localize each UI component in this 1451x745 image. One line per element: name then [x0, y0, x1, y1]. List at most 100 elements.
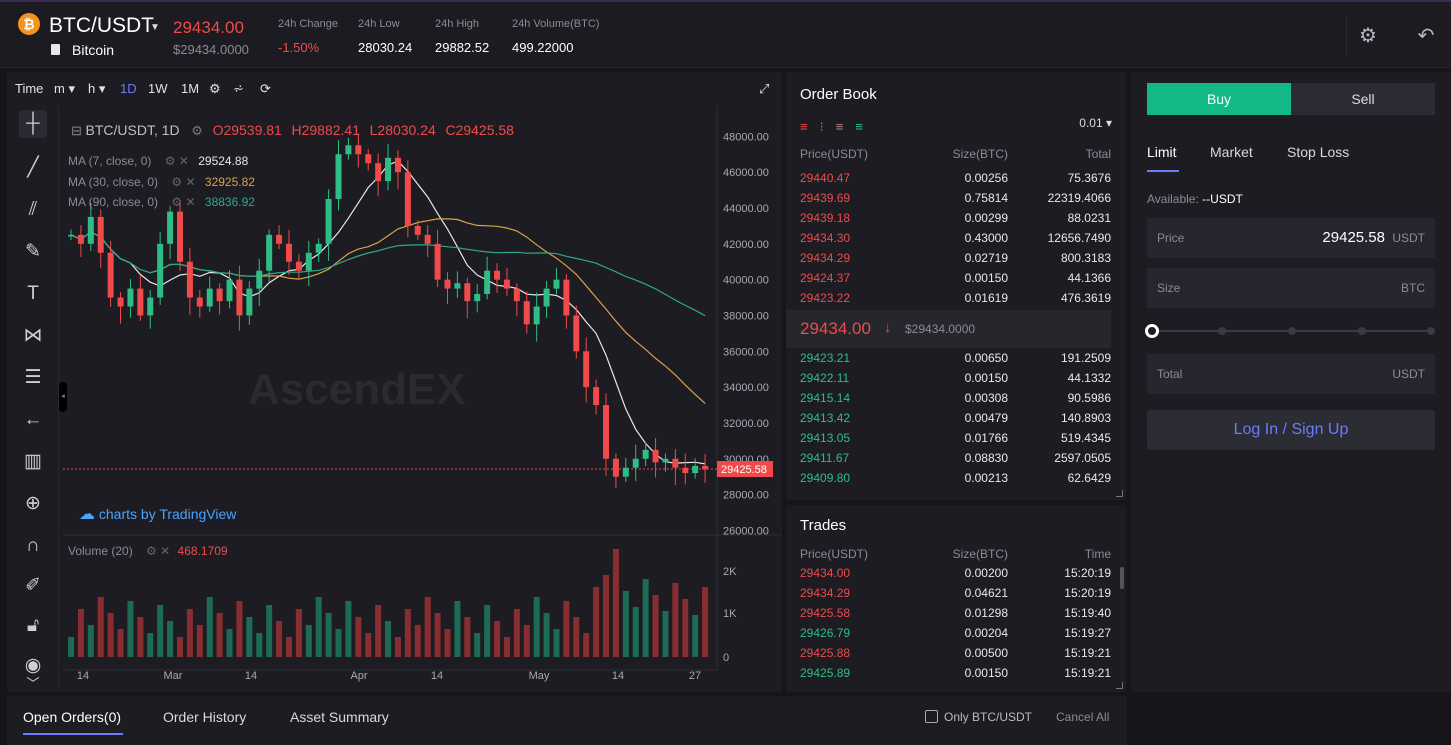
total-field[interactable]: Total USDT — [1147, 354, 1435, 394]
stat-label: 24h Low — [358, 18, 400, 30]
price-field[interactable]: Price 29425.58 USDT — [1147, 218, 1435, 258]
interval-1m[interactable]: 1M — [181, 81, 200, 96]
cancel-all-button[interactable]: Cancel All — [1056, 710, 1110, 724]
view-bids-icon[interactable]: ≡ — [855, 119, 875, 134]
toolbar-collapse-handle[interactable]: ◂ — [59, 382, 67, 412]
ask-row[interactable]: 29440.47 0.00256 75.3676 — [786, 168, 1126, 188]
scrollbar[interactable] — [1120, 567, 1124, 589]
resize-handle[interactable] — [1116, 490, 1123, 497]
volume-settings-icon[interactable]: ⚙ ✕ — [146, 544, 171, 558]
col-price: Price(USDT) — [800, 147, 868, 161]
pattern-icon[interactable]: ⋈ — [23, 325, 43, 346]
chart-settings-icon[interactable]: ⚙ — [209, 81, 221, 96]
volume-bar — [593, 587, 600, 657]
volume-bar — [583, 633, 590, 657]
bid-row[interactable]: 29422.11 0.00150 44.1332 — [786, 368, 1126, 388]
candle — [484, 270, 491, 294]
volume-bar — [87, 625, 94, 657]
bid-row[interactable]: 29413.42 0.00479 140.8903 — [786, 408, 1126, 428]
candle — [652, 449, 659, 463]
ma7-legend: MA (7, close, 0) ⚙ ✕ 29524.88 — [68, 154, 248, 168]
text-icon[interactable]: T — [27, 283, 39, 304]
login-signup-button[interactable]: Log In / Sign Up — [1147, 410, 1435, 450]
size-field[interactable]: Size BTC — [1147, 268, 1435, 308]
volume-bar — [404, 609, 411, 657]
candle — [276, 234, 283, 244]
precision-value: 0.01 — [1079, 116, 1103, 130]
fib-icon[interactable]: ⫽ — [28, 199, 38, 220]
bid-row[interactable]: 29411.67 0.08830 2597.0505 — [786, 448, 1126, 468]
bid-total: 519.4345 — [1060, 431, 1111, 445]
interval-1w[interactable]: 1W — [148, 81, 168, 96]
view-asks-icon[interactable]: ≡ — [835, 119, 856, 134]
tab-order-history[interactable]: Order History — [163, 709, 247, 725]
candle — [226, 279, 233, 302]
legend-open: O29539.81 — [212, 122, 282, 138]
magnet-icon[interactable]: ∩ — [26, 535, 40, 556]
indicators-icon[interactable]: ⩫ — [233, 81, 244, 96]
ask-row[interactable]: 29434.30 0.43000 12656.7490 — [786, 228, 1126, 248]
ma-settings-icon[interactable]: ⚙ ✕ — [164, 154, 189, 168]
arrow-icon[interactable]: ← — [23, 409, 43, 430]
tradingview-link[interactable]: ☁ charts by TradingView — [79, 504, 236, 524]
back-icon[interactable]: ↶ — [1417, 25, 1435, 47]
bid-size: 0.08830 — [964, 451, 1008, 465]
eye-icon[interactable]: ◉ — [24, 655, 42, 676]
gear-icon[interactable]: ⚙ — [1359, 25, 1377, 47]
slider-step[interactable] — [1358, 327, 1366, 335]
resize-handle[interactable] — [1116, 682, 1123, 689]
unlock-icon[interactable]: 🔓︎ — [26, 615, 40, 636]
ma-settings-icon[interactable]: ⚙ ✕ — [171, 175, 196, 189]
interval-hours[interactable]: h ▾ — [88, 81, 106, 96]
ask-row[interactable]: 29439.18 0.00299 88.0231 — [786, 208, 1126, 228]
ask-row[interactable]: 29434.29 0.02719 800.3183 — [786, 248, 1126, 268]
legend-settings-icon[interactable]: ⚙ — [191, 123, 203, 138]
chevron-down-icon[interactable]: ﹀ — [26, 676, 40, 691]
lock-drawing-icon[interactable]: ✐ — [25, 575, 41, 596]
tab-stop-loss[interactable]: Stop Loss — [1287, 144, 1350, 160]
slider-step[interactable] — [1218, 327, 1226, 335]
trendline-icon[interactable]: ╱ — [27, 157, 39, 178]
volume-bar — [246, 617, 253, 657]
ask-row[interactable]: 29423.22 0.01619 476.3619 — [786, 288, 1126, 308]
interval-minutes[interactable]: m ▾ — [54, 81, 75, 96]
fullscreen-icon[interactable]: ⤢ — [759, 81, 770, 96]
tab-asset-summary[interactable]: Asset Summary — [290, 709, 389, 725]
precision-select[interactable]: 0.01 ▾ — [1079, 116, 1112, 130]
price-chart[interactable]: AscendEX 48000.00 46000.00 44000.00 42000.0… — [7, 72, 782, 692]
info-doc-icon[interactable] — [51, 44, 60, 55]
buy-button[interactable]: Buy — [1147, 83, 1291, 115]
crosshair-icon[interactable]: ┼ — [19, 110, 47, 138]
forecast-icon[interactable]: ▥ — [24, 451, 42, 472]
bid-row[interactable]: 29409.80 0.00213 62.6429 — [786, 468, 1126, 488]
volume-bar — [474, 633, 481, 657]
bid-row[interactable]: 29423.21 0.00650 191.2509 — [786, 348, 1126, 368]
tab-open-orders[interactable]: Open Orders(0) — [23, 709, 122, 725]
ask-row[interactable]: 29439.69 0.75814 22319.4066 — [786, 188, 1126, 208]
view-split-icon[interactable]: ⁝ — [819, 119, 836, 134]
collapse-legend-icon[interactable]: ⊟ — [71, 123, 82, 138]
slider-step[interactable] — [1427, 327, 1435, 335]
ma-settings-icon[interactable]: ⚙ ✕ — [171, 195, 196, 209]
interval-1d[interactable]: 1D — [120, 81, 137, 96]
ask-row[interactable]: 29424.37 0.00150 44.1366 — [786, 268, 1126, 288]
bid-price: 29423.21 — [800, 351, 851, 365]
brush-icon[interactable]: ✎ — [25, 241, 41, 262]
stat-24h-low: 24h Low 28030.24 — [358, 18, 412, 55]
reset-chart-icon[interactable]: ⟳ — [260, 81, 271, 96]
bid-row[interactable]: 29415.14 0.00308 90.5986 — [786, 388, 1126, 408]
trade-time: 15:19:40 — [1064, 606, 1111, 620]
tab-limit[interactable]: Limit — [1147, 144, 1177, 160]
bid-row[interactable]: 29413.05 0.01766 519.4345 — [786, 428, 1126, 448]
volume-bar — [434, 613, 441, 657]
zoom-icon[interactable]: ⊕ — [25, 493, 41, 514]
size-slider-handle[interactable] — [1145, 324, 1159, 338]
caret-down-icon[interactable]: ▼ — [150, 22, 160, 33]
tab-market[interactable]: Market — [1210, 144, 1253, 160]
only-pair-checkbox[interactable] — [925, 710, 938, 723]
measure-icon[interactable]: ☰ — [24, 367, 42, 388]
pair-selector[interactable]: BTC/USDT — [49, 14, 154, 37]
sell-button[interactable]: Sell — [1291, 83, 1435, 115]
slider-step[interactable] — [1288, 327, 1296, 335]
view-both-icon[interactable]: ≡ — [800, 119, 820, 134]
